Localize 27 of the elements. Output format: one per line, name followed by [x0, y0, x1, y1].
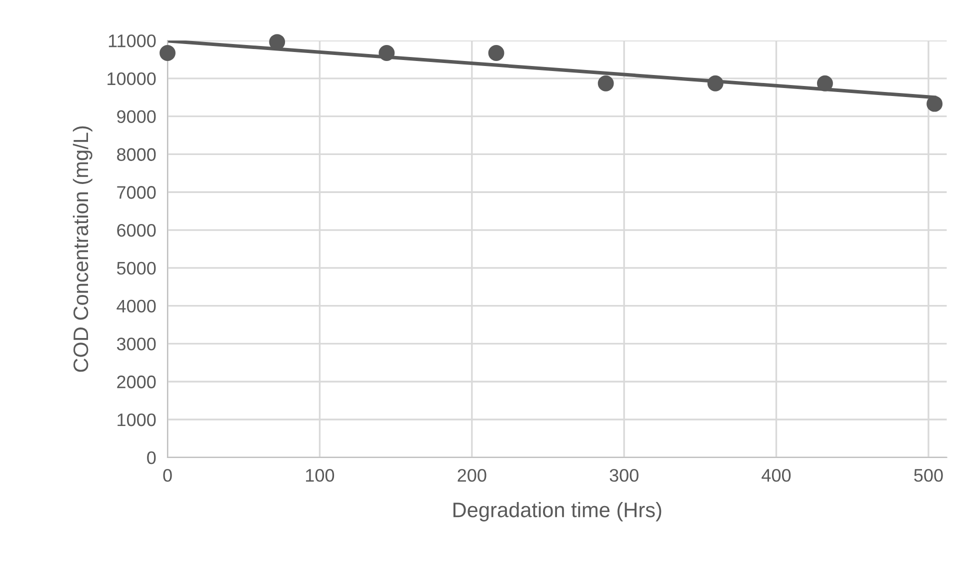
x-tick-label: 200 — [458, 469, 486, 482]
point — [707, 75, 724, 92]
y-tick-label: 3000 — [116, 338, 156, 350]
y-tick-label: 4000 — [116, 300, 156, 313]
y-tick-label: 8000 — [117, 148, 156, 161]
y-tick-label: 10000 — [108, 72, 156, 86]
y-tick-label: 2000 — [117, 376, 156, 388]
point — [926, 96, 943, 112]
y-tick-label: 9000 — [117, 110, 156, 124]
point — [160, 45, 176, 62]
y-tick-label: 11000 — [108, 34, 156, 48]
point — [488, 45, 504, 62]
x-tick-label: 500 — [914, 469, 943, 482]
x-tick-label: 400 — [762, 469, 791, 482]
point — [598, 75, 614, 92]
x-tick-label: 0 — [163, 469, 172, 482]
y-tick-label: 7000 — [117, 186, 156, 199]
x-tick-label: 100 — [306, 469, 334, 482]
y-tick-label: 0 — [147, 451, 156, 464]
point — [378, 45, 395, 62]
y-axis-title: COD Concentration (mg/L) — [72, 126, 92, 372]
y-tick-label: 6000 — [117, 224, 156, 237]
x-tick-label: 300 — [610, 469, 638, 482]
x-axis-title: Degradation time (Hrs) — [453, 502, 662, 522]
point — [817, 75, 833, 92]
y-tick-label: 5000 — [116, 262, 156, 275]
y-tick-label: 1000 — [118, 413, 156, 426]
